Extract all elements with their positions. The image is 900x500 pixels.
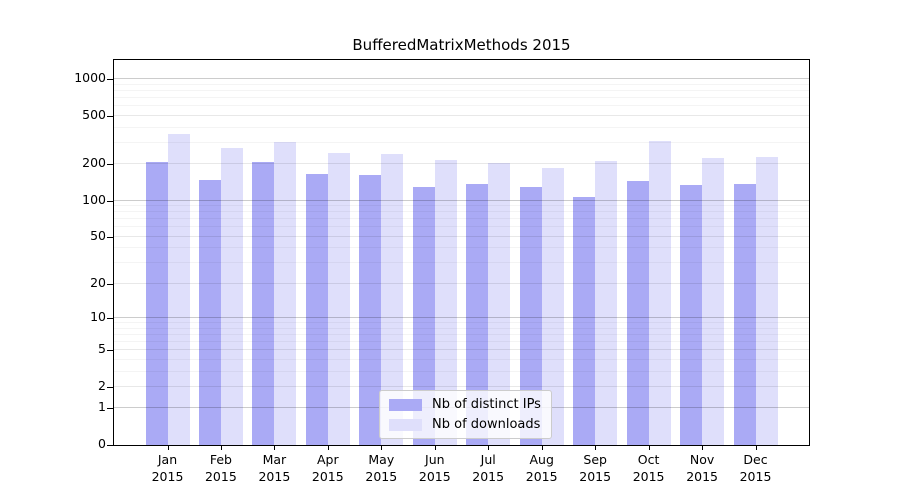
y-tick-label-20: 20	[90, 274, 106, 290]
bar-distinct-ips-sep	[573, 196, 596, 445]
bar-distinct-ips-aug	[519, 186, 542, 445]
x-tick-mark-mar	[274, 446, 276, 450]
bar-distinct-ips-oct	[626, 181, 649, 445]
y-tick-mark-1000	[107, 79, 113, 81]
y-tick-mark-200	[107, 164, 113, 166]
bar-distinct-ips-jun	[412, 186, 435, 445]
x-tick-mark-aug	[541, 446, 543, 450]
x-tick-mark-dec	[755, 446, 757, 450]
y-tick-mark-20	[107, 283, 113, 285]
x-tick-label-nov: Nov 2015	[686, 452, 718, 484]
x-tick-label-sep: Sep 2015	[579, 452, 612, 484]
y-tick-label-5: 5	[98, 341, 106, 357]
bar-downloads-apr	[327, 152, 350, 445]
y-tick-mark-5	[107, 350, 113, 352]
y-tick-mark-100	[107, 200, 113, 202]
y-tick-label-0: 0	[98, 436, 106, 451]
bar-downloads-feb	[220, 148, 243, 445]
x-tick-mark-feb	[220, 446, 222, 450]
x-tick-mark-apr	[327, 446, 329, 450]
y-tick-label-100: 100	[82, 191, 106, 207]
plot-area: Nb of distinct IPs Nb of downloads	[113, 59, 810, 446]
bar-downloads-jan	[167, 133, 190, 445]
legend-label-distinct-ips: Nb of distinct IPs	[432, 397, 541, 412]
y-tick-label-10: 10	[90, 309, 106, 325]
x-tick-mark-sep	[595, 446, 597, 450]
bar-distinct-ips-may	[359, 175, 382, 445]
x-tick-mark-jun	[434, 446, 436, 450]
x-tick-mark-oct	[648, 446, 650, 450]
bar-downloads-aug	[541, 168, 564, 445]
bar-downloads-oct	[648, 141, 671, 445]
x-tick-label-apr: Apr 2015	[311, 452, 344, 484]
x-tick-mark-may	[381, 446, 383, 450]
bar-downloads-sep	[595, 161, 618, 445]
chart-title: BufferedMatrixMethods 2015	[352, 36, 571, 54]
bar-downloads-may	[381, 153, 404, 445]
legend: Nb of distinct IPs Nb of downloads	[379, 390, 552, 439]
y-tick-label-1: 1	[98, 399, 106, 415]
y-tick-label-500: 500	[82, 106, 106, 122]
bar-distinct-ips-dec	[733, 184, 756, 445]
bar-distinct-ips-jul	[466, 184, 489, 445]
y-tick-mark-2	[107, 386, 113, 388]
y-tick-mark-500	[107, 115, 113, 117]
legend-item-distinct-ips: Nb of distinct IPs	[389, 397, 541, 412]
bar-distinct-ips-nov	[680, 184, 703, 445]
bar-downloads-mar	[274, 142, 297, 445]
bar-distinct-ips-feb	[198, 179, 221, 445]
y-tick-label-200: 200	[82, 155, 106, 171]
x-tick-label-aug: Aug 2015	[525, 452, 558, 484]
y-tick-label-50: 50	[90, 227, 106, 243]
x-tick-mark-nov	[702, 446, 704, 450]
y-tick-mark-50	[107, 236, 113, 238]
x-tick-label-jan: Jan 2015	[151, 452, 184, 484]
legend-label-downloads: Nb of downloads	[432, 417, 541, 432]
legend-swatch-distinct-ips	[389, 398, 422, 411]
bar-downloads-jul	[488, 162, 511, 445]
y-tick-label-1000: 1000	[74, 70, 106, 86]
x-tick-label-feb: Feb 2015	[204, 452, 237, 484]
x-tick-label-jul: Jul 2015	[472, 452, 505, 484]
x-tick-label-mar: Mar 2015	[258, 452, 291, 484]
y-tick-label-2: 2	[98, 377, 106, 393]
bar-downloads-nov	[702, 158, 725, 445]
bar-downloads-jun	[434, 160, 457, 445]
bar-distinct-ips-apr	[305, 173, 328, 445]
legend-swatch-downloads	[389, 418, 422, 431]
y-tick-mark-1	[107, 408, 113, 410]
x-tick-label-oct: Oct 2015	[632, 452, 665, 484]
x-tick-mark-jul	[488, 446, 490, 450]
x-tick-label-may: May 2015	[365, 452, 398, 484]
bar-distinct-ips-jan	[145, 162, 168, 445]
bar-downloads-dec	[755, 156, 778, 445]
bars-layer	[114, 60, 809, 445]
y-tick-mark-0	[107, 445, 113, 446]
bar-distinct-ips-mar	[252, 161, 275, 445]
x-tick-label-jun: Jun 2015	[418, 452, 451, 484]
x-tick-mark-jan	[167, 446, 169, 450]
legend-item-downloads: Nb of downloads	[389, 417, 541, 432]
x-tick-label-dec: Dec 2015	[739, 452, 772, 484]
y-tick-mark-10	[107, 318, 113, 320]
